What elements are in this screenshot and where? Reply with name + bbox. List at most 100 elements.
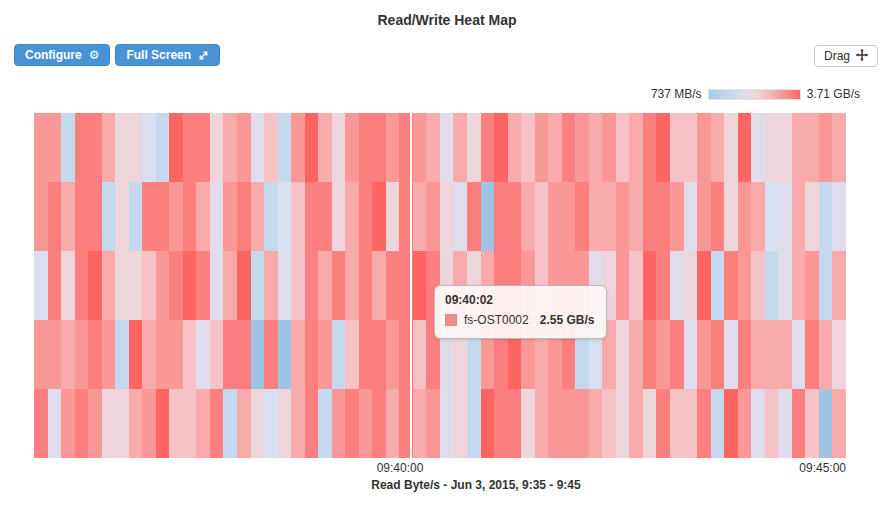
heatmap-cell[interactable] xyxy=(386,113,400,182)
heatmap-cell[interactable] xyxy=(805,113,819,182)
heatmap-cell[interactable] xyxy=(453,182,467,251)
heatmap-cell[interactable] xyxy=(264,182,278,251)
heatmap-cell[interactable] xyxy=(305,182,319,251)
heatmap-cell[interactable] xyxy=(819,113,833,182)
heatmap-cell[interactable] xyxy=(629,389,643,458)
heatmap-cell[interactable] xyxy=(318,251,332,320)
heatmap-cell[interactable] xyxy=(724,389,738,458)
heatmap-cell[interactable] xyxy=(440,389,454,458)
heatmap-cell[interactable] xyxy=(183,113,197,182)
heatmap-cell[interactable] xyxy=(264,113,278,182)
heatmap-cell[interactable] xyxy=(521,389,535,458)
heatmap-cell[interactable] xyxy=(75,251,89,320)
heatmap-cell[interactable] xyxy=(115,113,129,182)
heatmap-cell[interactable] xyxy=(792,251,806,320)
heatmap-cell[interactable] xyxy=(169,320,183,389)
heatmap-cell[interactable] xyxy=(697,389,711,458)
heatmap-cell[interactable] xyxy=(711,320,725,389)
heatmap-cell[interactable] xyxy=(251,320,265,389)
heatmap-cell[interactable] xyxy=(169,389,183,458)
heatmap-cell[interactable] xyxy=(616,251,630,320)
heatmap-cell[interactable] xyxy=(129,182,143,251)
heatmap-cell[interactable] xyxy=(575,389,589,458)
heatmap-cell[interactable] xyxy=(494,113,508,182)
heatmap-cell[interactable] xyxy=(832,251,846,320)
heatmap-cell[interactable] xyxy=(278,113,292,182)
heatmap-cell[interactable] xyxy=(210,320,224,389)
heatmap-cell[interactable] xyxy=(575,113,589,182)
heatmap-cell[interactable] xyxy=(278,320,292,389)
heatmap-cell[interactable] xyxy=(210,389,224,458)
heatmap-cell[interactable] xyxy=(264,320,278,389)
heatmap-cell[interactable] xyxy=(61,182,75,251)
heatmap-cell[interactable] xyxy=(251,389,265,458)
heatmap-cell[interactable] xyxy=(291,320,305,389)
heatmap-cell[interactable] xyxy=(399,182,413,251)
heatmap-cell[interactable] xyxy=(562,113,576,182)
heatmap-cell[interactable] xyxy=(305,320,319,389)
heatmap-cell[interactable] xyxy=(102,113,116,182)
heatmap-cell[interactable] xyxy=(508,182,522,251)
heatmap-cell[interactable] xyxy=(223,320,237,389)
heatmap-cell[interactable] xyxy=(819,251,833,320)
heatmap-cell[interactable] xyxy=(332,182,346,251)
heatmap-cell[interactable] xyxy=(765,113,779,182)
heatmap-cell[interactable] xyxy=(88,389,102,458)
heatmap-cell[interactable] xyxy=(467,182,481,251)
heatmap-cell[interactable] xyxy=(453,113,467,182)
heatmap-cell[interactable] xyxy=(778,251,792,320)
heatmap-cell[interactable] xyxy=(102,389,116,458)
heatmap-cell[interactable] xyxy=(372,182,386,251)
heatmap-cell[interactable] xyxy=(548,389,562,458)
heatmap-cell[interactable] xyxy=(237,251,251,320)
heatmap-cell[interactable] xyxy=(778,320,792,389)
heatmap-cell[interactable] xyxy=(48,389,62,458)
heatmap-cell[interactable] xyxy=(751,251,765,320)
heatmap-cell[interactable] xyxy=(656,320,670,389)
heatmap-cell[interactable] xyxy=(751,182,765,251)
heatmap-cell[interactable] xyxy=(832,389,846,458)
heatmap-cell[interactable] xyxy=(196,182,210,251)
heatmap-cell[interactable] xyxy=(291,113,305,182)
heatmap-cell[interactable] xyxy=(819,182,833,251)
heatmap-cell[interactable] xyxy=(115,320,129,389)
heatmap-cell[interactable] xyxy=(413,320,427,389)
heatmap-cell[interactable] xyxy=(34,113,48,182)
heatmap-cell[interactable] xyxy=(738,389,752,458)
heatmap-cell[interactable] xyxy=(670,389,684,458)
heatmap-cell[interactable] xyxy=(643,389,657,458)
heatmap-cell[interactable] xyxy=(291,389,305,458)
heatmap-cell[interactable] xyxy=(440,113,454,182)
heatmap-cell[interactable] xyxy=(115,251,129,320)
heatmap-cell[interactable] xyxy=(413,251,427,320)
heatmap-cell[interactable] xyxy=(318,389,332,458)
heatmap-cell[interactable] xyxy=(805,182,819,251)
heatmap-cell[interactable] xyxy=(589,182,603,251)
heatmap-cell[interactable] xyxy=(805,320,819,389)
heatmap-cell[interactable] xyxy=(372,389,386,458)
heatmap-cell[interactable] xyxy=(345,251,359,320)
heatmap-cell[interactable] xyxy=(819,320,833,389)
heatmap-cell[interactable] xyxy=(156,389,170,458)
heatmap-cell[interactable] xyxy=(548,182,562,251)
heatmap-cell[interactable] xyxy=(792,389,806,458)
heatmap-cell[interactable] xyxy=(88,320,102,389)
heatmap-cell[interactable] xyxy=(616,113,630,182)
heatmap-cell[interactable] xyxy=(237,320,251,389)
heatmap-cell[interactable] xyxy=(196,113,210,182)
heatmap-cell[interactable] xyxy=(711,113,725,182)
heatmap-cell[interactable] xyxy=(142,320,156,389)
heatmap-cell[interactable] xyxy=(481,113,495,182)
heatmap-cell[interactable] xyxy=(345,113,359,182)
heatmap-cell[interactable] xyxy=(196,320,210,389)
heatmap-cell[interactable] xyxy=(183,389,197,458)
heatmap-cell[interactable] xyxy=(372,320,386,389)
heatmap-cell[interactable] xyxy=(765,320,779,389)
heatmap-cell[interactable] xyxy=(264,251,278,320)
heatmap-cell[interactable] xyxy=(88,113,102,182)
heatmap-cell[interactable] xyxy=(129,389,143,458)
heatmap-cell[interactable] xyxy=(494,182,508,251)
heatmap-cell[interactable] xyxy=(48,113,62,182)
heatmap-cell[interactable] xyxy=(562,182,576,251)
heatmap-cell[interactable] xyxy=(629,251,643,320)
